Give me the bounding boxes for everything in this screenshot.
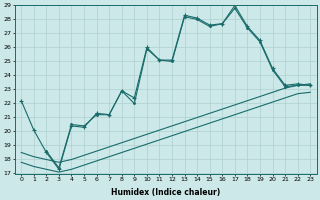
X-axis label: Humidex (Indice chaleur): Humidex (Indice chaleur) (111, 188, 220, 197)
